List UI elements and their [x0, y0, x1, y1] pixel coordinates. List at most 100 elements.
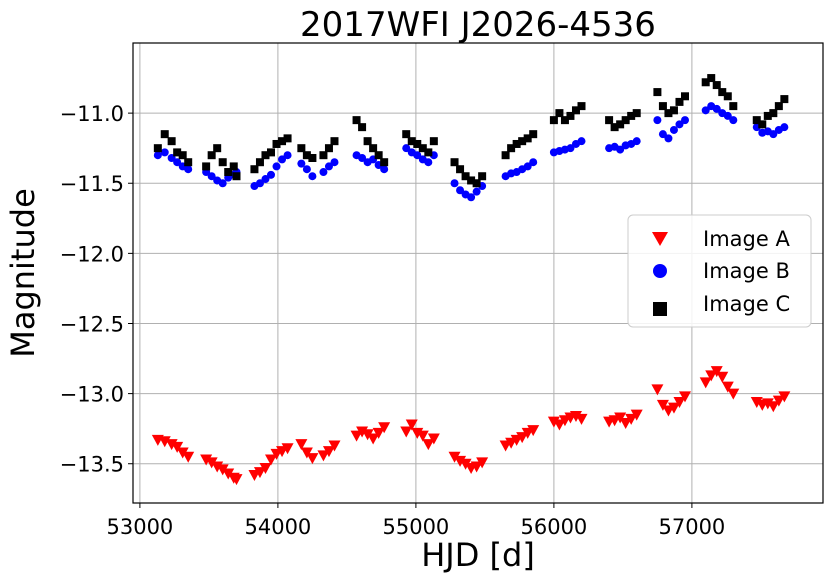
data-point-image-c: [605, 116, 614, 125]
y-tick-label: −12.5: [60, 312, 124, 336]
data-point-image-b: [272, 162, 281, 171]
data-point-image-c: [202, 162, 211, 171]
data-point-image-c: [529, 130, 538, 139]
legend-marker-image-a: [652, 232, 668, 246]
data-point-image-a: [205, 457, 218, 469]
data-point-image-c: [213, 144, 222, 153]
data-point-image-a: [211, 461, 224, 473]
series-image-b: [153, 102, 789, 202]
data-point-image-b: [402, 144, 411, 153]
data-point-image-c: [632, 109, 641, 118]
data-point-image-c: [261, 151, 270, 160]
data-point-image-a: [416, 430, 429, 442]
data-point-image-a: [767, 401, 780, 413]
data-point-image-b: [413, 151, 422, 160]
data-point-image-a: [281, 443, 294, 455]
data-point-image-c: [250, 165, 259, 174]
data-point-image-c: [571, 106, 580, 115]
data-point-image-c: [352, 116, 361, 125]
data-point-image-c: [566, 111, 575, 120]
data-point-image-c: [780, 95, 789, 104]
data-point-image-c: [707, 74, 716, 83]
data-point-image-c: [153, 144, 162, 153]
data-point-image-a: [705, 370, 718, 382]
data-point-image-a: [454, 455, 467, 467]
data-point-image-b: [712, 104, 721, 113]
y-axis-title: Magnitude: [4, 188, 42, 358]
data-point-image-a: [411, 427, 424, 439]
data-point-image-c: [701, 78, 710, 87]
data-point-image-c: [424, 148, 433, 157]
data-point-image-c: [272, 139, 281, 148]
data-point-image-a: [721, 381, 734, 393]
data-point-image-b: [278, 155, 287, 164]
data-point-image-c: [729, 102, 738, 111]
data-point-image-a: [182, 451, 195, 463]
data-point-image-b: [324, 162, 333, 171]
data-point-image-b: [577, 137, 586, 146]
plot-frame: [132, 42, 824, 504]
data-point-image-c: [413, 139, 422, 148]
data-point-image-c: [549, 116, 558, 125]
data-point-image-c: [610, 123, 619, 132]
data-point-image-a: [470, 461, 483, 473]
data-point-image-a: [673, 397, 686, 409]
data-point-image-c: [218, 158, 227, 167]
data-point-image-a: [527, 425, 540, 437]
data-point-image-b: [675, 120, 684, 129]
data-point-image-c: [621, 116, 630, 125]
data-point-image-b: [160, 148, 169, 157]
data-point-image-a: [569, 411, 582, 423]
data-point-image-c: [255, 158, 264, 167]
data-point-image-a: [656, 399, 669, 411]
data-point-image-c: [324, 144, 333, 153]
data-point-image-a: [356, 426, 369, 438]
data-point-image-a: [200, 454, 213, 466]
data-point-image-c: [358, 123, 367, 132]
x-tick-label: 55000: [382, 515, 449, 539]
data-point-image-b: [302, 165, 311, 174]
data-point-image-c: [774, 102, 783, 111]
data-point-image-a: [176, 447, 189, 459]
data-point-image-c: [418, 144, 427, 153]
legend-box: [627, 214, 812, 328]
data-point-image-c: [763, 111, 772, 120]
data-point-image-b: [218, 179, 227, 188]
data-point-image-b: [255, 179, 264, 188]
data-point-image-b: [184, 165, 193, 174]
data-point-image-c: [675, 97, 684, 106]
data-point-image-a: [750, 397, 763, 409]
data-point-image-b: [380, 165, 389, 174]
x-tick-label: 54000: [244, 515, 311, 539]
data-point-image-c: [302, 151, 311, 160]
data-point-image-c: [512, 139, 521, 148]
data-point-image-c: [627, 111, 636, 120]
data-point-image-a: [716, 371, 729, 383]
data-point-image-c: [450, 158, 459, 167]
data-point-image-c: [380, 158, 389, 167]
legend-label-image-b: Image B: [703, 259, 790, 283]
data-point-image-c: [769, 109, 778, 118]
data-point-image-a: [372, 427, 385, 439]
data-point-image-c: [297, 144, 306, 153]
data-point-image-b: [658, 130, 667, 139]
data-point-image-a: [630, 409, 643, 421]
legend-marker-image-b: [653, 264, 667, 278]
data-point-image-c: [501, 151, 510, 160]
y-tick-label: −13.0: [60, 383, 124, 407]
data-point-image-a: [306, 453, 319, 465]
data-point-image-a: [459, 458, 472, 470]
data-point-image-c: [267, 148, 275, 157]
data-point-image-a: [367, 433, 380, 445]
data-point-image-a: [361, 429, 374, 441]
data-point-image-c: [363, 137, 372, 146]
data-point-image-c: [283, 134, 292, 143]
data-point-image-b: [632, 137, 641, 146]
data-point-image-c: [523, 134, 532, 143]
data-point-image-a: [727, 388, 740, 400]
data-point-image-c: [330, 137, 339, 146]
data-point-image-c: [207, 151, 216, 160]
data-point-image-b: [308, 172, 317, 181]
y-tick-label: −11.0: [60, 102, 124, 126]
chart-title: 2017WFI J2026-4536: [300, 5, 656, 45]
